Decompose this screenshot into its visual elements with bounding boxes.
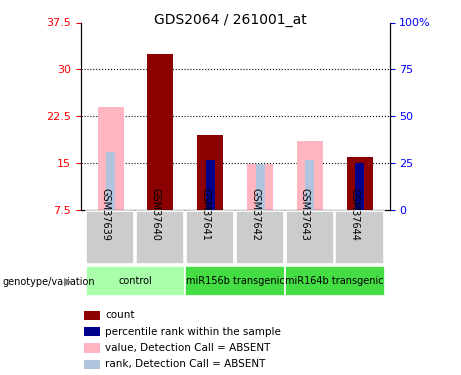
Bar: [206, 160, 215, 210]
Text: GSM37642: GSM37642: [250, 188, 260, 241]
Bar: [84, 343, 100, 352]
Bar: [84, 360, 100, 369]
Text: GSM37643: GSM37643: [300, 188, 310, 241]
Text: GSM37644: GSM37644: [349, 188, 360, 241]
Bar: [336, 210, 384, 264]
Bar: [286, 210, 334, 264]
Bar: [255, 164, 265, 210]
Bar: [106, 152, 115, 210]
Bar: [148, 54, 173, 210]
Bar: [86, 210, 135, 264]
Bar: [84, 310, 100, 320]
Text: GSM37641: GSM37641: [200, 188, 210, 241]
Text: rank, Detection Call = ABSENT: rank, Detection Call = ABSENT: [105, 359, 266, 369]
Text: value, Detection Call = ABSENT: value, Detection Call = ABSENT: [105, 343, 271, 353]
Bar: [86, 266, 185, 296]
Text: miR164b transgenic: miR164b transgenic: [285, 276, 384, 286]
Bar: [98, 107, 124, 210]
Bar: [236, 210, 284, 264]
Text: control: control: [118, 276, 152, 286]
Bar: [156, 138, 165, 210]
Text: genotype/variation: genotype/variation: [2, 277, 95, 287]
Bar: [186, 210, 234, 264]
Text: GDS2064 / 261001_at: GDS2064 / 261001_at: [154, 13, 307, 27]
Bar: [305, 160, 314, 210]
Text: miR156b transgenic: miR156b transgenic: [186, 276, 284, 286]
Bar: [347, 157, 372, 210]
Bar: [136, 210, 184, 264]
Bar: [297, 141, 323, 210]
Text: GSM37639: GSM37639: [100, 188, 111, 241]
Bar: [84, 327, 100, 336]
Bar: [197, 135, 223, 210]
Text: GSM37640: GSM37640: [150, 188, 160, 241]
Text: ▶: ▶: [65, 277, 73, 287]
Bar: [355, 163, 364, 210]
Text: percentile rank within the sample: percentile rank within the sample: [105, 327, 281, 336]
Bar: [247, 164, 273, 210]
Text: count: count: [105, 310, 135, 320]
Bar: [285, 266, 384, 296]
Bar: [185, 266, 285, 296]
